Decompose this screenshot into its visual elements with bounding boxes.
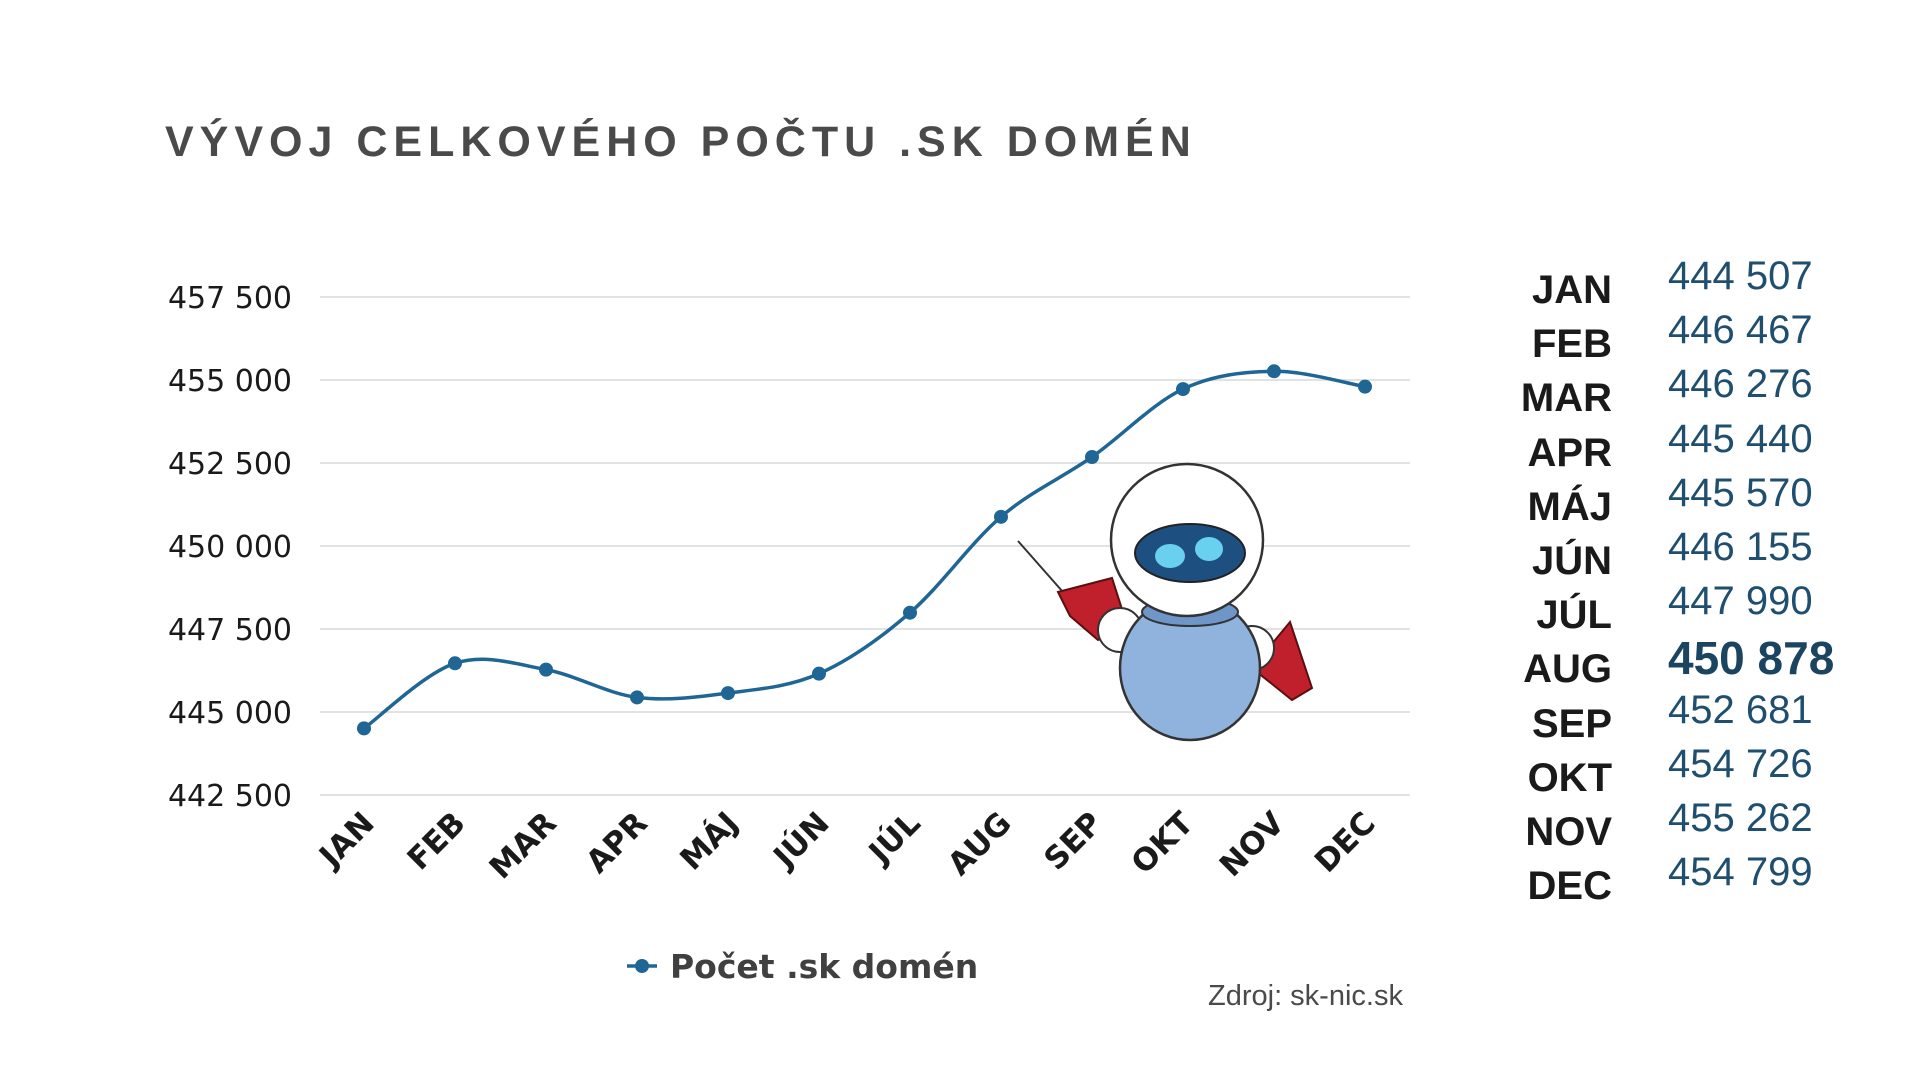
table-month-label: JÚL [1536,593,1612,638]
table-value: 445 440 [1668,416,1813,461]
table-month-label: SEP [1531,701,1612,746]
table-value: 447 990 [1668,579,1813,624]
y-tick-label: 452 500 [168,447,292,482]
table-month-label: AUG [1523,647,1612,692]
x-tick-label: JÚL [860,804,928,872]
data-point [539,662,553,677]
table-value: 446 467 [1668,308,1813,353]
data-point [721,686,735,701]
table-value: 446 155 [1668,525,1813,569]
table-value: 444 507 [1668,254,1813,298]
x-tick-label: JAN [311,805,381,875]
data-point [903,605,917,620]
table-value: 452 681 [1668,687,1813,732]
table-month-label: MÁJ [1527,484,1612,529]
y-tick-label: 450 000 [168,530,292,565]
table-month-label: JÚN [1531,539,1612,583]
x-tick-label: AUG [941,805,1019,883]
y-tick-label: 457 500 [168,281,292,316]
legend-marker [635,959,649,973]
data-point [1358,379,1372,394]
x-tick-label: SEP [1037,805,1109,877]
table-month-label: OKT [1527,755,1612,800]
x-tick-label: MAR [483,805,564,886]
table-value: 445 570 [1668,470,1813,515]
legend: Počet .sk domén [627,947,978,986]
x-tick-label: APR [579,805,654,880]
y-axis-ticks: 442 500 445 000 447 500 450 000 452 500 455 0… [168,281,292,814]
data-point [357,721,371,736]
x-tick-label: OKT [1125,805,1201,881]
table-month-label: APR [1527,430,1612,475]
data-point [1085,449,1099,464]
table-value: 454 726 [1668,741,1813,786]
data-point [630,690,644,705]
table-month-label: NOV [1525,810,1612,854]
x-tick-label: NOV [1213,805,1292,884]
table-value: 446 276 [1668,362,1813,407]
x-tick-label: FEB [401,805,473,877]
table-month-label: DEC [1527,864,1612,909]
y-tick-label: 455 000 [168,364,292,399]
table-month-label: MAR [1520,376,1612,421]
x-tick-label: DEC [1308,805,1383,880]
table-month-label: JAN [1531,268,1612,312]
table-value: 454 799 [1668,850,1813,895]
x-tick-label: MÁJ [673,805,745,877]
data-point [994,509,1008,524]
source-note: Zdroj: sk-nic.sk [1208,980,1403,1012]
data-points [357,364,1372,736]
data-point [448,656,462,671]
table-value: 450 878 [1668,632,1835,685]
page-title: VÝVOJ CELKOVÉHO POČTU .SK DOMÉN [165,118,1197,166]
x-tick-label: JÚN [765,804,837,876]
data-point [812,666,826,681]
y-tick-label: 447 500 [168,613,292,648]
data-point [1176,382,1190,397]
robot-mascot-icon [1017,462,1314,742]
table-value: 455 262 [1668,796,1813,840]
legend-label: Počet .sk domén [670,947,978,986]
grid-lines [320,296,1410,796]
x-axis-ticks: JAN FEB MAR APR MÁJ JÚN JÚL AUG SEP OKT NOV DEC [311,804,1382,886]
y-tick-label: 442 500 [168,779,292,814]
y-tick-label: 445 000 [168,696,292,731]
table-month-label: FEB [1532,322,1612,367]
data-point [1267,364,1281,379]
